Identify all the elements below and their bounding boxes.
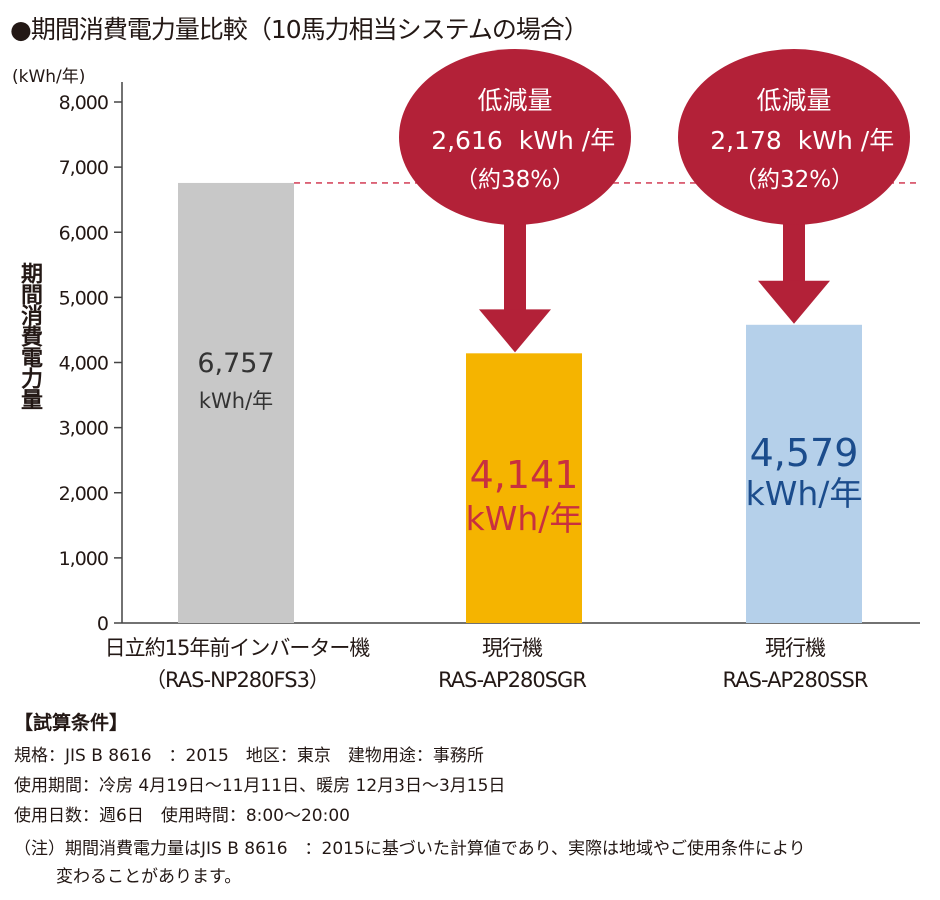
- y-tick-label: 8,000: [59, 92, 108, 114]
- conditions-days: 使用日数：週6日 使用時間：8:00〜20:00: [14, 806, 350, 826]
- category-sgr-line1: 現行機: [482, 636, 543, 660]
- y-tick-label: 3,000: [59, 418, 108, 440]
- category-label-sgr: 現行機 RAS-AP280SGR: [402, 632, 622, 696]
- footnote: （注）期間消費電力量はJIS B 8616 ：2015に基づいた計算値であり、実…: [14, 835, 929, 891]
- reduction-bubble-ssr: [678, 49, 910, 225]
- value-unit-old: kWh/年: [199, 389, 273, 413]
- y-tick-label: 2,000: [59, 483, 108, 505]
- y-tick-label: 6,000: [59, 222, 108, 244]
- reduction-percent-ssr: （約32%）: [734, 167, 854, 193]
- reduction-title-sgr: 低減量: [477, 86, 552, 115]
- reduction-unit-ssr: kWh /年: [798, 126, 894, 155]
- reduction-percent-sgr: （約38%）: [455, 167, 575, 193]
- y-axis-label: 期間消費電力量: [17, 262, 42, 409]
- conditions-standard: 規格：JIS B 8616 ：2015 地区：東京 建物用途：事務所: [14, 746, 484, 766]
- category-label-old: 日立約15年前インバーター機 （RAS-NP280FS3）: [102, 632, 372, 696]
- reduction-bubble-sgr: [399, 49, 631, 225]
- bar-old-model: [178, 182, 294, 623]
- footnote-line2: 変わることがあります。: [56, 867, 242, 887]
- reduction-arrow-head-sgr: [479, 309, 551, 353]
- reduction-amount-ssr: 2,178: [710, 126, 782, 155]
- reduction-amount-sgr: 2,616: [431, 126, 503, 155]
- conditions-heading: 【試算条件】: [14, 712, 129, 734]
- value-label-old: 6,757: [197, 348, 274, 379]
- y-tick-label: 5,000: [59, 287, 108, 309]
- category-label-ssr: 現行機 RAS-AP280SSR: [685, 632, 905, 696]
- conditions-period: 使用期間：冷房 4月19日〜11月11日、暖房 12月3日〜3月15日: [14, 776, 506, 796]
- reduction-unit-sgr: kWh /年: [519, 126, 615, 155]
- y-tick-label: 1,000: [59, 548, 108, 570]
- value-label-ssr: 4,579: [750, 431, 859, 475]
- category-ssr-line1: 現行機: [765, 636, 826, 660]
- reduction-arrow-shaft-sgr: [504, 215, 526, 312]
- reduction-title-ssr: 低減量: [756, 86, 831, 115]
- y-axis-unit: (kWh/年): [12, 67, 86, 87]
- value-unit-sgr: kWh/年: [466, 499, 583, 538]
- category-old-line2: （RAS-NP280FS3）: [145, 668, 330, 692]
- bar-sgr: [466, 353, 582, 623]
- category-sgr-line2: RAS-AP280SGR: [438, 668, 587, 692]
- reduction-arrow-shaft-ssr: [783, 215, 805, 283]
- bar-ssr: [746, 324, 862, 623]
- y-tick-label: 7,000: [59, 157, 108, 179]
- footnote-line1: （注）期間消費電力量はJIS B 8616 ：2015に基づいた計算値であり、実…: [14, 839, 806, 859]
- category-old-line1: 日立約15年前インバーター機: [104, 636, 371, 660]
- bar-chart: 0 1,000 2,000 3,000 4,000 5,000 6,000 7,000 8,00…: [59, 49, 920, 635]
- value-label-sgr: 4,141: [470, 453, 579, 497]
- y-tick-label: 4,000: [59, 353, 108, 375]
- category-ssr-line2: RAS-AP280SSR: [722, 668, 869, 692]
- value-unit-ssr: kWh/年: [746, 474, 863, 513]
- chart-title: ●期間消費電力量比較（10馬力相当システムの場合）: [10, 15, 589, 44]
- y-tick-label: 0: [97, 613, 108, 635]
- reduction-arrow-head-ssr: [758, 280, 830, 324]
